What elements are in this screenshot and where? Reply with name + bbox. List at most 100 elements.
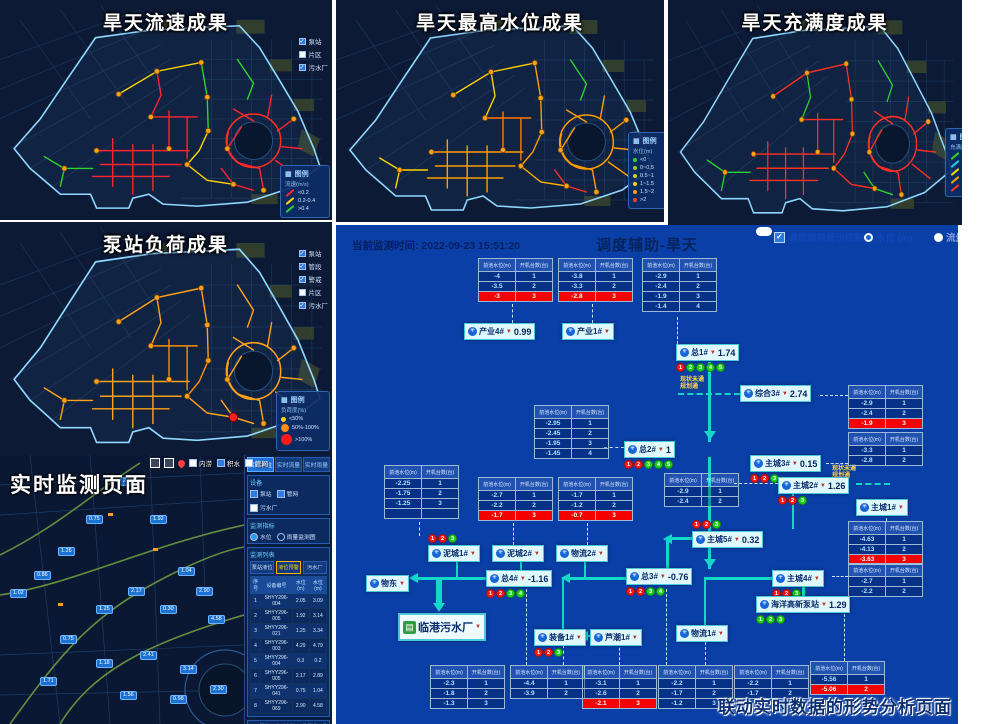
pump-station-marker[interactable] [205,127,212,134]
tab-实时水位[interactable]: 实时水位 [247,457,274,472]
dropdown-arrow-icon[interactable]: ▼ [733,536,740,543]
list-filter-泵站液位[interactable]: 泵站液位 [250,561,275,574]
pump-station-marker[interactable] [115,318,122,325]
table-row[interactable]: 6 SHYY296-005 2.17 2.89 [249,668,328,684]
pump-station-marker[interactable] [290,344,297,352]
station-node-主城3#[interactable]: ✳ 主城3# ▼ 0.15 1 2 3 [750,455,822,483]
list-filter-液位预警[interactable]: 液位预警 [276,561,301,574]
pump-station-marker[interactable] [204,321,211,329]
station-node-产业4#[interactable]: ✳ 产业4# ▼ 0.99 [464,323,536,340]
station-node-物流2#[interactable]: ✳ 物流2# ▼ [556,545,608,562]
table-row[interactable]: 8 SHYY296-069 2.90 4.58 [249,698,328,714]
station-node-主城5#[interactable]: ✳ 主城5# ▼ 0.32 1 2 3 [692,520,764,548]
pump-station-marker[interactable] [593,188,600,195]
layer-toggle-泵站[interactable]: ✓ 泵站 [298,37,322,46]
station-node-主城4#[interactable]: ✳ 主城4# ▼ 1 2 3 [772,570,824,598]
dropdown-arrow-icon[interactable]: ▼ [657,446,664,453]
velocity-map-canvas[interactable] [0,0,332,220]
pump-station-marker[interactable] [531,60,538,67]
pump-station-marker[interactable] [538,128,545,135]
layer-toggle-污水厂[interactable]: ✓ 污水厂 [298,63,328,72]
pump-station-marker[interactable] [482,115,489,122]
pump-station-marker[interactable] [499,146,506,153]
layer-toggle-污水厂[interactable]: ✓ 污水厂 [298,301,328,310]
map-toggle-内涝[interactable]: 内涝 [189,458,212,468]
station-node-总1#[interactable]: ✳ 总1# ▼ 1.74 1 2 3 4 5 [676,344,740,372]
device-check-污水厂[interactable]: 污水厂 [250,503,277,512]
map-toggle-管网[interactable]: 管网 [245,458,268,468]
pump-station-marker[interactable] [848,96,855,103]
pump-station-marker[interactable] [165,376,173,383]
station-node-泥城2#[interactable]: ✳ 泥城2# ▼ [492,545,544,562]
pump-station-marker[interactable] [428,148,435,155]
pump-station-marker[interactable] [260,187,267,194]
station-node-泥城1#[interactable]: ✳ 泥城1# ▼ 1 2 3 [428,534,480,562]
flow-radio[interactable]: 流量 ( [934,230,958,244]
tab-实时流量[interactable]: 实时流量 [275,457,302,472]
pump-station-marker[interactable] [804,69,810,77]
station-node-临港污水厂[interactable]: ▤ 临港污水厂 ▼ [398,613,486,641]
pump-station-marker[interactable] [770,93,776,100]
dropdown-arrow-icon[interactable]: ▼ [821,601,827,608]
rule-display-checkbox[interactable]: ✓ 调度规则显示控制 [774,230,864,244]
pump-station-marker[interactable] [230,181,237,188]
dropdown-arrow-icon[interactable]: ▼ [519,575,526,582]
pump-station-marker[interactable] [165,145,173,152]
map-toggle-积水[interactable]: 积水 [217,458,240,468]
pump-station-marker[interactable] [147,342,154,349]
pump-station-marker[interactable] [798,116,805,123]
station-node-产业1#[interactable]: ✳ 产业1# ▼ [562,323,614,340]
pump-station-marker[interactable] [814,148,821,156]
fullness-map-canvas[interactable] [668,0,962,225]
dropdown-arrow-icon[interactable]: ▼ [709,349,716,356]
dropdown-arrow-icon[interactable]: ▼ [717,630,724,637]
pump-station-marker[interactable] [184,393,191,400]
table-row[interactable]: 5 SHYY296-004 0.3 0.2 [249,653,328,669]
station-node-芦潮1#[interactable]: ✳ 芦潮1# ▼ [590,629,642,646]
pump-station-marker[interactable] [843,60,849,67]
pump-station-marker[interactable] [925,118,931,125]
pump-station-marker[interactable] [224,376,231,383]
station-node-总3#[interactable]: ✳ 总3# ▼ -0.76 1 2 3 4 [626,568,693,596]
pump-station-marker[interactable] [866,148,873,156]
level-radio[interactable]: 水位 (m) [864,230,912,244]
dropdown-arrow-icon[interactable]: ▼ [897,504,904,511]
pump-station-marker[interactable] [198,59,205,66]
device-check-管网[interactable]: 管网 [276,489,298,498]
pump-station-marker[interactable] [61,397,68,404]
pump-station-marker[interactable] [153,294,160,301]
pump-station-marker[interactable] [260,420,267,427]
station-node-综合3#[interactable]: ✳ 综合3# ▼ 2.74 [740,385,812,402]
table-row[interactable]: 2 SHYY296-005 1.92 3.14 [249,608,328,624]
table-row[interactable]: 1 SHYY296-004 2.05 3.09 [249,593,328,609]
overload-station-marker[interactable] [228,412,239,423]
station-node-总2#[interactable]: ✳ 总2# ▼ 1 1 2 3 4 5 [624,441,675,469]
dropdown-arrow-icon[interactable]: ▼ [399,580,405,587]
indicator-radio-雨量监测图[interactable]: 雨量监测图 [276,532,316,541]
list-filter-污水厂[interactable]: 污水厂 [302,561,327,574]
dropdown-arrow-icon[interactable]: ▼ [659,573,666,580]
table-row[interactable]: 3 SHYY296-021 1.25 3.34 [249,623,328,639]
station-node-海洋高新泵站[interactable]: ✳ 海洋高新泵站 ▼ 1.29 1 2 3 [756,596,851,624]
dropdown-arrow-icon[interactable]: ▼ [469,550,476,557]
layer-toggle-片区[interactable]: 片区 [298,49,329,59]
dropdown-arrow-icon[interactable]: ▼ [631,634,638,641]
table-row[interactable]: 4 SHYY296-003 4.29 4.79 [249,638,328,654]
pump-station-marker[interactable] [557,146,564,153]
layer-toggle-泵站[interactable]: ✓ 泵站 [298,249,322,258]
station-node-主城1#[interactable]: ✳ 主城1# ▼ [856,499,908,516]
location-pin-icon[interactable] [176,458,187,468]
pump-station-marker[interactable] [204,94,211,101]
pump-station-marker[interactable] [517,162,524,169]
dropdown-arrow-icon[interactable]: ▼ [819,482,826,489]
dropdown-arrow-icon[interactable]: ▼ [505,328,512,335]
pump-station-marker[interactable] [831,165,837,172]
pump-station-marker[interactable] [898,191,905,198]
pump-station-marker[interactable] [563,182,570,189]
layer-toggle-片区[interactable]: 片区 [298,287,329,297]
pump-station-marker[interactable] [849,130,856,137]
dropdown-arrow-icon[interactable]: ▼ [813,575,820,582]
load-map-canvas[interactable] [0,222,332,455]
dropdown-arrow-icon[interactable]: ▼ [603,328,610,335]
pump-station-marker[interactable] [396,166,403,173]
